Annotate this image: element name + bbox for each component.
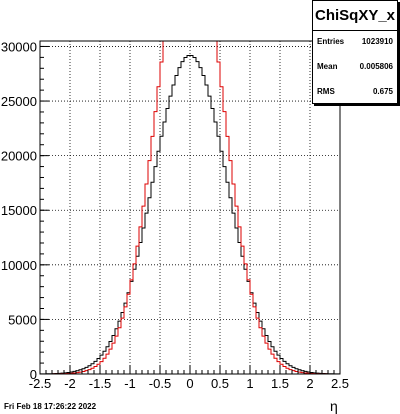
histogram-series [40, 40, 340, 375]
x-tick-label: -2 [64, 376, 76, 391]
y-tick-label: 20000 [1, 149, 37, 164]
x-tick-label: 1 [246, 376, 253, 391]
x-tick-label: 2 [306, 376, 313, 391]
stats-value: 0.675 [372, 87, 393, 96]
y-tick-label: 15000 [1, 203, 37, 218]
y-tick-label: 0 [30, 367, 37, 382]
timestamp-footer: Fri Feb 18 17:26:22 2022 [4, 402, 97, 411]
x-tick-label: -1 [124, 376, 136, 391]
stats-value: 1023910 [361, 37, 393, 46]
y-tick-label: 10000 [1, 258, 37, 273]
x-tick-label: -2.5 [29, 376, 51, 391]
stats-row-rms: RMS 0.675 [317, 87, 393, 96]
stats-title: ChiSqXY_x [313, 1, 397, 31]
histogram-series-0 [40, 54, 340, 375]
x-tick-label: 0 [186, 376, 193, 391]
x-tick-label: 2.5 [331, 376, 349, 391]
grid-lines [39, 41, 341, 375]
axes: -2.5 -2 -1.5 -1 -0.5 0 0.5 1 1.5 2 2.5 0 5000 10000 15… [1, 39, 349, 391]
x-tick-label: 0.5 [211, 376, 229, 391]
stats-label: RMS [317, 87, 335, 96]
x-axis-title: η [330, 398, 338, 414]
histogram-series-1 [40, 40, 340, 375]
stats-label: Mean [317, 62, 338, 71]
stats-value: 0.005806 [359, 62, 393, 71]
stats-row-entries: Entries 1023910 [317, 37, 393, 46]
y-tick-label: 25000 [1, 94, 37, 109]
plot-frame [39, 40, 341, 375]
stats-label: Entries [317, 37, 345, 46]
x-tick-label: -0.5 [149, 376, 171, 391]
stats-box: ChiSqXY_x Entries 1023910 Mean 0.005806 … [312, 0, 398, 104]
y-tick-label: 30000 [1, 39, 37, 54]
x-tick-label: 1.5 [271, 376, 289, 391]
x-tick-label: -1.5 [89, 376, 111, 391]
y-tick-label: 5000 [8, 312, 37, 327]
stats-row-mean: Mean 0.005806 [317, 62, 393, 71]
